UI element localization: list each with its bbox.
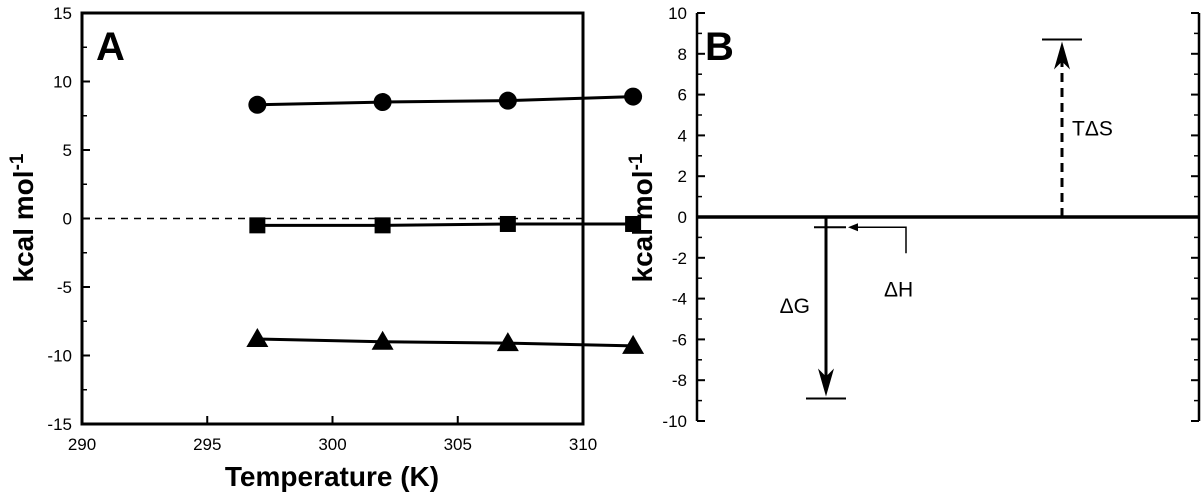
panel-a-y-tick-label: 10 (53, 73, 72, 92)
panel-a-y-tick-label: -15 (47, 415, 72, 434)
panel-b-y-tick-label: 2 (678, 167, 687, 186)
panel-a-x-tick-label: 300 (318, 435, 346, 454)
panel-b-y-tick-label: -2 (672, 249, 687, 268)
panel-a-point-triangle (496, 332, 519, 352)
tds-arrow-head (1054, 41, 1070, 70)
panel-a-y-axis-title-sup: -1 (7, 153, 28, 170)
panel-a-point-circle (498, 91, 517, 110)
panel-b-y-tick-label: -4 (672, 290, 687, 309)
panel-a-y-axis-title: kcal mol-1 (7, 153, 39, 282)
panel-b-y-tick-label: 0 (678, 208, 687, 227)
panel-b-y-tick-label: 8 (678, 45, 687, 64)
panel-a-point-square (625, 215, 642, 232)
panel-b-y-tick-label: -8 (672, 371, 687, 390)
panel-a-x-tick-label: 310 (569, 435, 597, 454)
panel-a-y-tick-label: 0 (63, 210, 72, 229)
panel-b-y-tick-label: 6 (678, 86, 687, 105)
panel-a-letter: A (96, 25, 125, 69)
panel-a-y-axis-title-main: kcal mol (8, 170, 39, 282)
panel-b-ticks: 10 8 6 4 2 0 -2 -4 -6 -8 -10 (662, 4, 1199, 431)
panel-a-x-tick-label: 290 (68, 435, 96, 454)
delta-g-arrow-head (818, 368, 834, 397)
delta-h-leader-arrowhead (848, 223, 858, 232)
panel-a-x-tick-label: 305 (444, 435, 472, 454)
panel-a-y-tick-label: 5 (63, 141, 72, 160)
panel-a-point-square (249, 217, 266, 234)
panel-a-point-triangle (622, 334, 645, 354)
panel-a-point-circle (248, 95, 267, 114)
panel-a-series-line-square (257, 222, 634, 227)
panel-a-point-triangle (246, 328, 269, 348)
panel-b-y-axis-title-main: kcal mol (627, 170, 658, 282)
panel-a-x-tick-label: 295 (193, 435, 221, 454)
panel-a-y-tick-label: -10 (47, 347, 72, 366)
panel-a-point-triangle (371, 330, 394, 350)
panel-a-marks (82, 87, 645, 354)
panel-a-y-tick-label: 15 (53, 4, 72, 23)
panel-b-y-tick-label: -6 (672, 330, 687, 349)
tds-label: TΔS (1072, 117, 1113, 140)
panel-b-y-tick-label: -10 (662, 412, 687, 431)
panel-b-y-tick-label: 4 (678, 126, 687, 145)
panel-b-y-tick-label: 10 (668, 4, 687, 23)
panel-a-point-square (499, 215, 516, 232)
panel-a-point-circle (373, 93, 392, 112)
panel-b-letter: B (705, 25, 734, 69)
panel-a-ticks: 290 295 300 305 310 15 10 5 0 -5 -10 -15 (47, 4, 597, 454)
delta-h-label: ΔH (884, 279, 913, 302)
panel-b-y-axis-title-sup: -1 (626, 153, 647, 170)
delta-h-leader-line (852, 226, 907, 254)
panel-b-y-axis-title: kcal mol-1 (626, 153, 658, 282)
panel-a-point-circle (624, 87, 643, 106)
panel-a-series-line-triangle (257, 337, 634, 348)
panel-a-x-axis-title: Temperature (K) (225, 461, 439, 492)
delta-g-label: ΔG (780, 295, 810, 318)
panel-b-marks: ΔG ΔH TΔS (697, 38, 1199, 400)
panel-a-y-tick-label: -5 (57, 278, 72, 297)
panel-a-point-square (374, 217, 391, 234)
panel-a-series-line-circle (257, 95, 634, 107)
